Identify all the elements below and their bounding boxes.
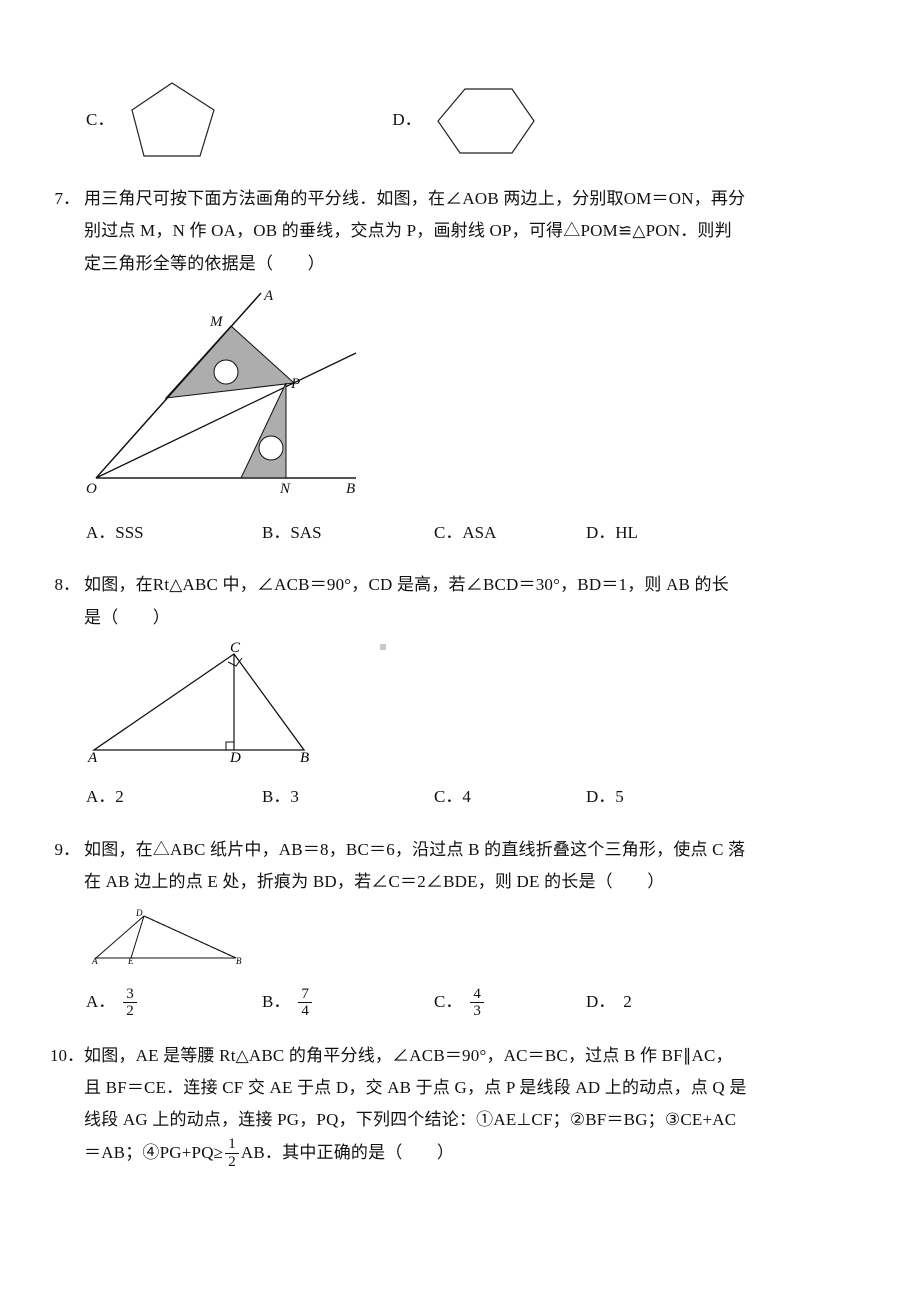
q9-figure: A B E D — [50, 906, 870, 977]
q9-stem: 如图，在△ABC 纸片中，AB＝8，BC＝6，沿过点 B 的直线折叠这个三角形，… — [84, 834, 870, 899]
q9-option-c[interactable]: C． 43 — [434, 986, 586, 1020]
option-d-prefix: D． — [392, 104, 421, 136]
q9-option-d[interactable]: D． 2 — [586, 986, 632, 1018]
q8-number: 8． — [50, 569, 84, 634]
question-10: 10． 如图，AE 是等腰 Rt△ABC 的角平分线，∠ACB＝90°，AC＝B… — [50, 1040, 870, 1171]
q9-option-b[interactable]: B． 74 — [262, 986, 434, 1020]
q7-line2: 别过点 M，N 作 OA，OB 的垂线，交点为 P，画射线 OP，可得△POM≌… — [84, 221, 732, 240]
svg-text:C: C — [230, 642, 241, 656]
question-9: 9． 如图，在△ABC 纸片中，AB＝8，BC＝6，沿过点 B 的直线折叠这个三… — [50, 834, 870, 1020]
svg-text:B: B — [236, 956, 242, 966]
option-c-prefix: C． — [86, 104, 114, 136]
page-marker-icon — [380, 644, 386, 650]
svg-text:A: A — [263, 288, 274, 304]
option-d[interactable]: D． — [392, 81, 539, 161]
q10-line4: ＝AB；④PG+PQ≥ 12 AB．其中正确的是（ ） — [84, 1136, 454, 1170]
q8-option-a[interactable]: A．2 — [86, 781, 262, 813]
svg-text:D: D — [135, 908, 143, 918]
q7-figure: A B O M N P — [50, 288, 870, 509]
fraction-icon: 74 — [298, 986, 312, 1020]
q8-stem: 如图，在Rt△ABC 中，∠ACB＝90°，CD 是高，若∠BCD＝30°，BD… — [84, 569, 870, 634]
hexagon-icon — [430, 81, 540, 161]
q7-line1: 用三角尺可按下面方法画角的平分线．如图，在∠AOB 两边上，分别取OM＝ON，再… — [84, 189, 745, 208]
svg-text:D: D — [229, 750, 241, 762]
question-8: 8． 如图，在Rt△ABC 中，∠ACB＝90°，CD 是高，若∠BCD＝30°… — [50, 569, 870, 813]
fraction-icon: 43 — [470, 986, 484, 1020]
svg-text:B: B — [346, 481, 355, 497]
q7-number: 7． — [50, 183, 84, 280]
q7-option-d[interactable]: D．HL — [586, 517, 638, 549]
q8-option-d[interactable]: D．5 — [586, 781, 624, 813]
q8-option-c[interactable]: C．4 — [434, 781, 586, 813]
svg-text:A: A — [87, 750, 98, 762]
svg-text:B: B — [300, 750, 309, 762]
q10-number: 10． — [50, 1040, 80, 1171]
q10-stem: 如图，AE 是等腰 Rt△ABC 的角平分线，∠ACB＝90°，AC＝BC，过点… — [80, 1040, 870, 1171]
fraction-icon: 12 — [225, 1136, 239, 1170]
svg-text:N: N — [279, 481, 291, 497]
q9-line1: 如图，在△ABC 纸片中，AB＝8，BC＝6，沿过点 B 的直线折叠这个三角形，… — [84, 840, 745, 859]
q8-line2: 是（ ） — [84, 608, 170, 627]
svg-text:O: O — [86, 481, 97, 497]
q9-number: 9． — [50, 834, 84, 899]
q9-line2: 在 AB 边上的点 E 处，折痕为 BD，若∠C＝2∠BDE，则 DE 的长是（… — [84, 872, 664, 891]
q7-option-b[interactable]: B．SAS — [262, 517, 434, 549]
q8-option-b[interactable]: B．3 — [262, 781, 434, 813]
q7-line3: 定三角形全等的依据是（ ） — [84, 254, 325, 273]
q10-line3: 线段 AG 上的动点，连接 PG，PQ，下列四个结论：①AE⊥CF；②BF＝BG… — [84, 1110, 736, 1129]
fraction-icon: 32 — [123, 986, 137, 1020]
q7-option-a[interactable]: A．SSS — [86, 517, 262, 549]
svg-text:P: P — [290, 376, 300, 392]
q7-stem: 用三角尺可按下面方法画角的平分线．如图，在∠AOB 两边上，分别取OM＝ON，再… — [84, 183, 870, 280]
svg-text:M: M — [209, 314, 224, 330]
svg-text:A: A — [91, 956, 98, 966]
question-7: 7． 用三角尺可按下面方法画角的平分线．如图，在∠AOB 两边上，分别取OM＝O… — [50, 183, 870, 549]
q9-option-a[interactable]: A． 32 — [86, 986, 262, 1020]
q10-line1: 如图，AE 是等腰 Rt△ABC 的角平分线，∠ACB＝90°，AC＝BC，过点… — [84, 1046, 733, 1065]
q8-line1: 如图，在Rt△ABC 中，∠ACB＝90°，CD 是高，若∠BCD＝30°，BD… — [84, 575, 729, 594]
q7-option-c[interactable]: C．ASA — [434, 517, 586, 549]
q10-line2: 且 BF＝CE．连接 CF 交 AE 于点 D，交 AB 于点 G，点 P 是线… — [84, 1078, 747, 1097]
q6-options-cd: C． D． — [50, 78, 870, 163]
pentagon-icon — [122, 78, 222, 163]
q8-figure: A B C D — [50, 642, 870, 773]
svg-text:E: E — [127, 956, 134, 966]
option-c[interactable]: C． — [86, 78, 222, 163]
